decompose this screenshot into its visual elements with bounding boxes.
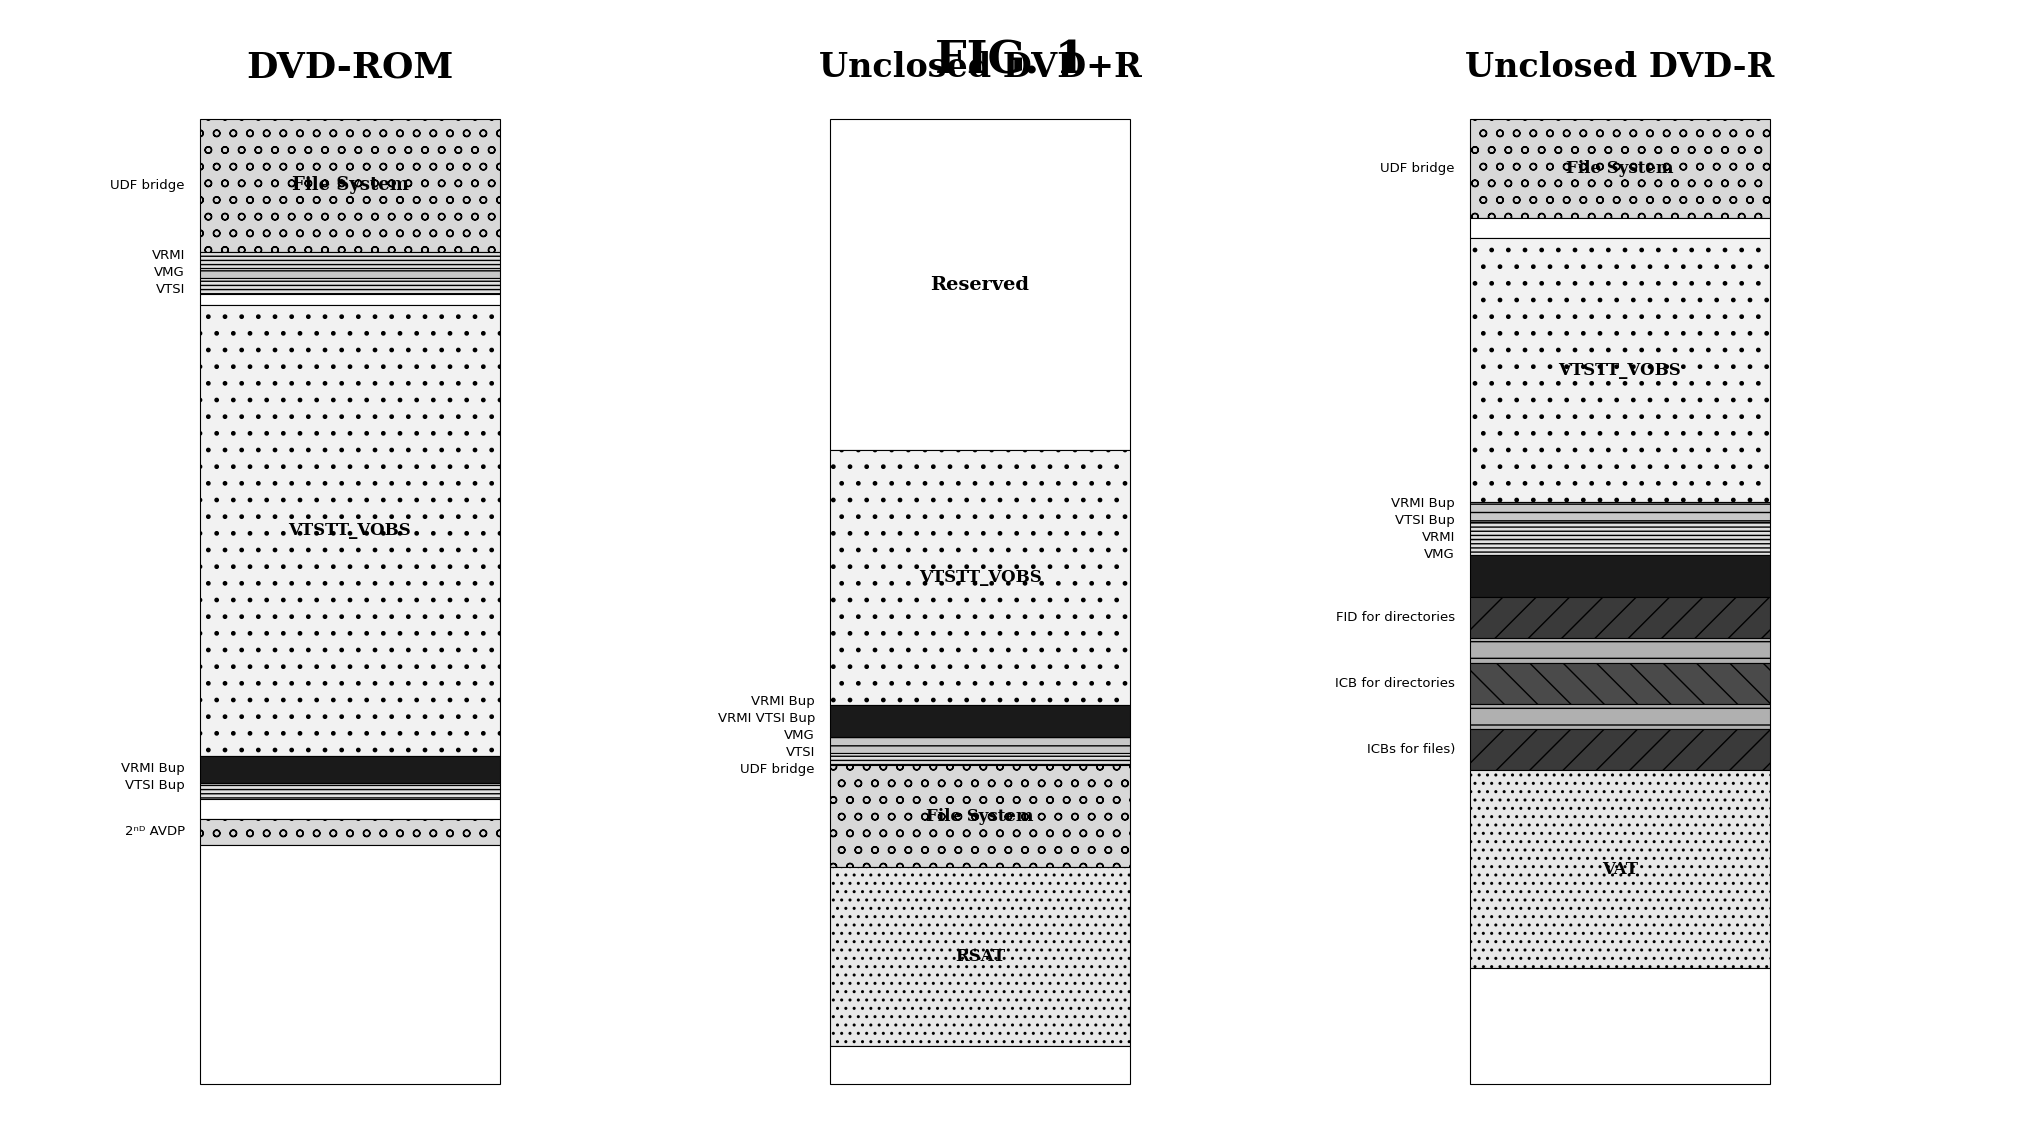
Bar <box>1470 238 1771 502</box>
Text: VTSTT_VOBS: VTSTT_VOBS <box>919 570 1042 587</box>
Bar <box>200 756 501 782</box>
Text: FIG. 1: FIG. 1 <box>935 39 1086 82</box>
Text: VRMI Bup
VRMI VTSI Bup
VMG
VTSI
UDF bridge: VRMI Bup VRMI VTSI Bup VMG VTSI UDF brid… <box>717 695 816 776</box>
Bar <box>1470 555 1771 597</box>
Bar <box>200 305 501 756</box>
Bar <box>200 819 501 845</box>
Bar <box>200 782 501 798</box>
Text: VRMI
VMG
VTSI: VRMI VMG VTSI <box>151 249 186 296</box>
Text: Reserved: Reserved <box>931 276 1030 294</box>
Bar <box>830 118 1131 450</box>
Bar <box>200 252 501 268</box>
Text: ICBs for files): ICBs for files) <box>1367 743 1456 756</box>
Bar <box>1470 729 1771 770</box>
Bar <box>1470 663 1771 704</box>
Bar <box>1470 522 1771 539</box>
Bar <box>1470 539 1771 555</box>
Bar <box>830 450 1131 705</box>
Text: DVD-ROM: DVD-ROM <box>246 50 454 84</box>
Bar <box>1470 597 1771 638</box>
Text: ICB for directories: ICB for directories <box>1335 677 1456 690</box>
Bar <box>1470 502 1771 522</box>
Text: RSAT: RSAT <box>955 948 1005 965</box>
Bar <box>830 705 1131 737</box>
Bar <box>200 798 501 819</box>
Text: UDF bridge: UDF bridge <box>111 179 186 191</box>
Text: VAT: VAT <box>1601 861 1637 878</box>
Text: VTSTT_VOBS: VTSTT_VOBS <box>1559 362 1682 378</box>
Bar <box>200 278 501 294</box>
Text: File System: File System <box>291 177 408 195</box>
Text: VRMI Bup
VTSI Bup: VRMI Bup VTSI Bup <box>121 762 186 793</box>
Bar <box>830 1046 1131 1084</box>
Bar <box>200 845 501 1084</box>
Bar <box>200 294 501 305</box>
Bar <box>830 737 1131 753</box>
Text: 2ⁿᴰ AVDP: 2ⁿᴰ AVDP <box>125 826 186 838</box>
Text: File System: File System <box>927 808 1034 825</box>
Bar <box>1470 770 1771 968</box>
Bar <box>200 268 501 278</box>
Text: File System: File System <box>1567 161 1674 177</box>
Bar <box>830 753 1131 765</box>
Text: VTSTT_VOBS: VTSTT_VOBS <box>289 522 412 539</box>
Bar <box>1470 118 1771 219</box>
Text: FID for directories: FID for directories <box>1337 611 1456 624</box>
Text: VRMI Bup
VTSI Bup
VRMI
VMG: VRMI Bup VTSI Bup VRMI VMG <box>1391 497 1456 560</box>
Bar <box>1470 219 1771 238</box>
Bar <box>1470 968 1771 1084</box>
Text: Unclosed DVD-R: Unclosed DVD-R <box>1466 51 1775 84</box>
Bar <box>1470 704 1771 729</box>
Bar <box>830 765 1131 867</box>
Bar <box>1470 638 1771 663</box>
Text: UDF bridge: UDF bridge <box>1381 162 1456 175</box>
Bar <box>200 118 501 252</box>
Text: Unclosed DVD+R: Unclosed DVD+R <box>818 51 1141 84</box>
Bar <box>830 867 1131 1046</box>
